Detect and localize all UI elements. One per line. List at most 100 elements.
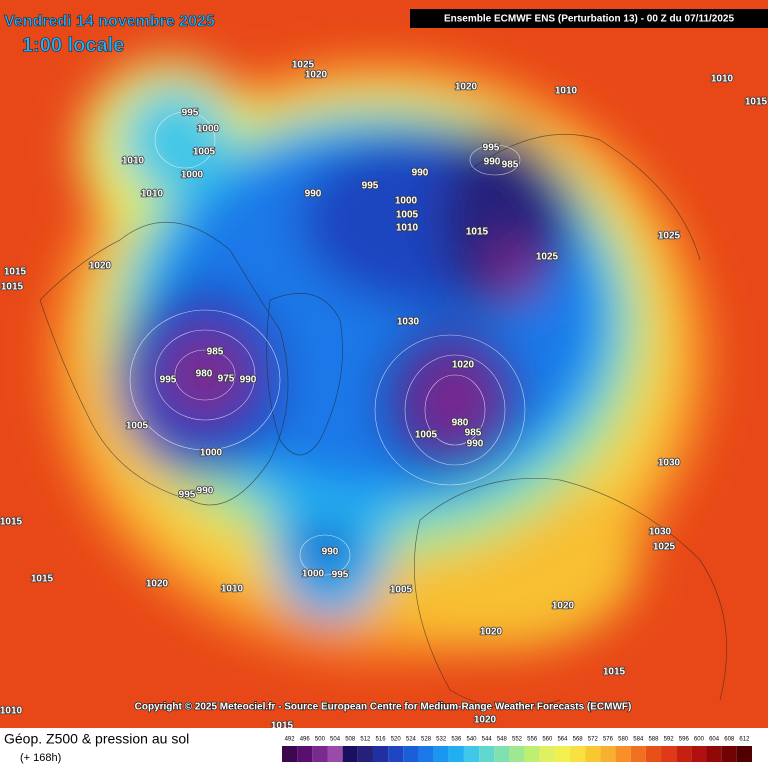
scale-swatch [554,746,571,762]
scale-swatch [736,746,752,762]
isobar-label: 990 [322,547,339,558]
scale-label: 556 [527,737,538,743]
scale-label: 504 [330,737,341,743]
isobar-label: 990 [467,439,484,450]
isobar-label: 1020 [455,82,478,93]
scale-swatch [706,746,722,762]
scale-swatch [600,746,616,762]
isobar-label: 975 [218,374,235,385]
isobar-label: 1000 [302,569,325,580]
scale-swatch [403,746,419,762]
scale-label: 500 [315,737,326,743]
scale-swatch [388,746,404,762]
isobar-label: 1025 [653,542,676,553]
isobar-label: 1000 [181,170,204,181]
isobar-label: 1020 [146,579,169,590]
scale-swatch [509,746,525,762]
scale-label: 588 [648,737,659,743]
isobar-label: 1000 [197,124,220,135]
scale-label: 520 [391,737,402,743]
scale-label: 576 [603,737,614,743]
isobar-label: 995 [483,143,500,154]
isobar-label: 1025 [292,60,315,71]
legend-subtitle: (+ 168h) [20,752,61,764]
isobar-label: 1005 [193,147,216,158]
scale-label: 608 [724,737,735,743]
isobar-label: 1020 [452,360,475,371]
scale-swatch [524,746,540,762]
scale-label: 516 [376,737,387,743]
local-time: 1:00 locale [22,34,124,56]
scale-label: 612 [739,737,750,743]
scale-label: 508 [345,737,356,743]
isobar-label: 1010 [221,584,244,595]
scale-swatch [539,746,555,762]
isobar-label: 1015 [1,282,24,293]
isobar-label: 1020 [480,627,503,638]
scale-swatch [282,746,298,762]
isobar-label: 980 [196,369,213,380]
scale-swatch [479,746,495,762]
scale-swatch [433,746,449,762]
isobar-label: 995 [362,181,379,192]
scale-label: 536 [451,737,462,743]
model-info: Ensemble ECMWF ENS (Perturbation 13) - 0… [444,14,735,25]
isobar-label: 1015 [31,574,54,585]
scale-label: 492 [285,737,296,743]
scale-swatch [691,746,707,762]
scale-swatch [494,746,510,762]
scale-label: 584 [633,737,644,743]
isobar-label: 995 [332,570,349,581]
scale-swatch [372,746,389,762]
scale-label: 552 [512,737,523,743]
scale-label: 512 [360,737,371,743]
isobar-label: 995 [182,108,199,119]
scale-label: 544 [482,737,493,743]
isobar-label: 985 [465,428,482,439]
scale-swatch [615,746,631,762]
scale-swatch [630,746,646,762]
scale-swatch [357,746,373,762]
scale-swatch [645,746,662,762]
scale-label: 572 [588,737,599,743]
scale-label: 604 [709,737,720,743]
isobar-label: 1030 [397,317,420,328]
isobar-label: 1000 [395,196,418,207]
scale-swatch [570,746,586,762]
isobar-label: 1005 [396,210,419,221]
scale-swatch [448,746,464,762]
model-box [410,9,768,28]
isobar-label: 990 [305,189,322,200]
isobar-label: 1005 [126,421,149,432]
isobar-label: 1030 [658,458,681,469]
geopotential-field [50,60,710,660]
isobar-label: 1015 [271,721,294,732]
scale-swatch [297,746,313,762]
isobar-label: 985 [207,347,224,358]
isobar-label: 1010 [396,223,419,234]
legend-title: Géop. Z500 & pression au sol [4,731,189,747]
isobar-label: 990 [240,375,257,386]
isobar-label: 1020 [305,70,328,81]
coastlines [39,134,727,709]
copyright: Copyright © 2025 Meteociel.fr - Source E… [135,702,632,713]
isobar-label: 1025 [658,231,681,242]
scale-label: 532 [436,737,447,743]
color-scale: 492 496 500 504 508 512 516 520 524 528 532 536 540 5… [282,737,752,762]
scale-label: 592 [664,737,675,743]
scale-swatch [721,746,737,762]
scale-label: 496 [300,737,311,743]
scale-swatch [312,746,328,762]
isobar-label: 990 [197,486,214,497]
scale-swatch [676,746,692,762]
scale-swatch [661,746,677,762]
isobar-label: 1000 [200,448,223,459]
date-title: Vendredi 14 novembre 2025 [4,13,215,30]
isobar-label: 1015 [4,267,27,278]
isobar-label: 1025 [536,252,559,263]
scale-label: 564 [557,737,568,743]
scale-swatch [418,746,434,762]
isobar-label: 1010 [0,706,23,717]
